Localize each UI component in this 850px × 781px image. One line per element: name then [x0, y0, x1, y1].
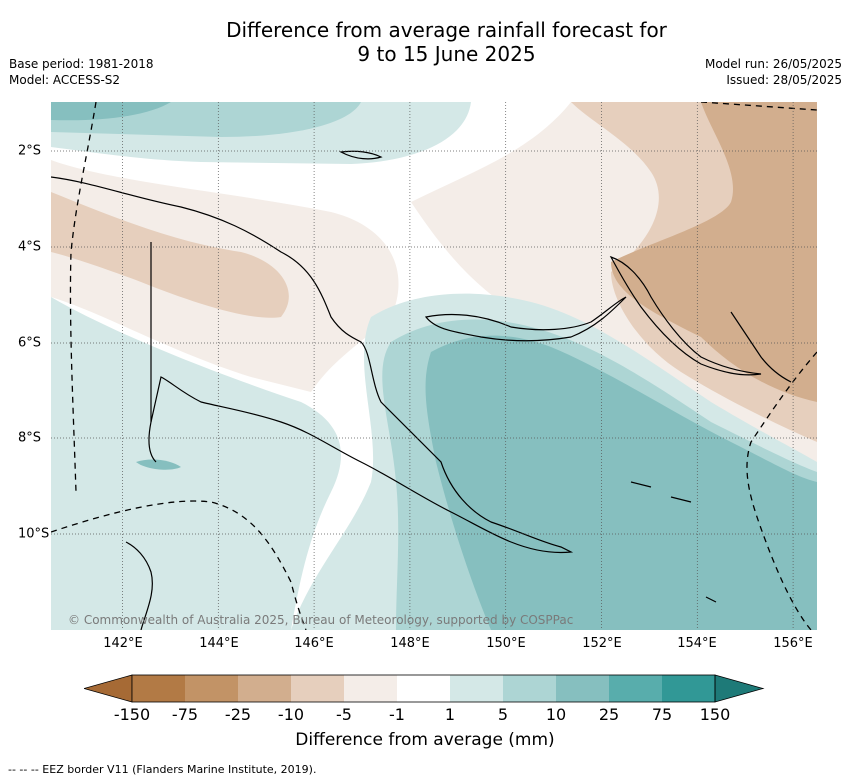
australia-coast: [125, 541, 153, 630]
lon-label-154: 154°E: [677, 636, 717, 651]
lon-label-146: 146°E: [294, 636, 334, 651]
base-period: Base period: 1981-2018: [9, 57, 154, 71]
manus-coast: [339, 150, 383, 160]
eez-border-east: [746, 351, 817, 630]
colorbar-tick-label: 150: [699, 705, 731, 724]
eez-borders: [51, 102, 817, 630]
contour-brown-mid-east: [611, 102, 817, 402]
colorbar-cell: [609, 675, 662, 702]
title-line-1: Difference from average rainfall forecas…: [226, 18, 667, 42]
contour-teal-dark-central: [425, 335, 817, 630]
lon-label-148: 148°E: [390, 636, 430, 651]
colorbar-cell: [556, 675, 609, 702]
colorbar-cell: [662, 675, 715, 702]
meta-right: Model run: 26/05/2025 Issued: 28/05/2025: [705, 56, 842, 88]
colorbar-cell: [450, 675, 503, 702]
lat-label-6s: 6°S: [18, 335, 42, 351]
colorbar-arrow-max: [714, 674, 765, 703]
colorbar: [84, 674, 765, 703]
coastlines: [51, 150, 792, 630]
colorbar-title: Difference from average (mm): [295, 730, 555, 750]
issued-date: Issued: 28/05/2025: [726, 73, 842, 87]
colorbar-cell: [132, 675, 185, 702]
lat-label-4s: 4°S: [18, 239, 42, 255]
new-guinea-coast: [51, 176, 574, 554]
colorbar-tick-label: 5: [497, 705, 509, 724]
map-title: Difference from average rainfall forecas…: [0, 18, 850, 66]
new-ireland-coast: [609, 255, 762, 376]
lon-label-152: 152°E: [582, 636, 622, 651]
eez-border-southwest: [51, 500, 307, 630]
contour-brown-light-west: [51, 192, 289, 318]
graticule: [51, 102, 817, 630]
colorbar-tick-label: -5: [336, 705, 352, 724]
lat-label-10s: 10°S: [18, 526, 50, 542]
lon-label-144: 144°E: [199, 636, 239, 651]
colorbar-tick-label: 25: [598, 705, 620, 724]
rainfall-map: [51, 102, 817, 630]
colorbar-tick-label: -1: [389, 705, 405, 724]
eez-border-west: [69, 102, 97, 493]
lat-label-2s: 2°S: [18, 143, 42, 159]
louisiade-islands: [630, 481, 717, 603]
lon-label-156: 156°E: [773, 636, 813, 651]
colorbar-cell: [397, 675, 450, 702]
lon-label-150: 150°E: [486, 636, 526, 651]
new-britain-coast: [424, 296, 627, 342]
contour-teal-dark-north: [51, 102, 171, 121]
bougainville-coast: [730, 311, 792, 383]
colorbar-cell: [503, 675, 556, 702]
eez-border-northeast: [700, 102, 817, 111]
title-line-2: 9 to 15 June 2025: [357, 42, 536, 66]
colorbar-tick-label: 10: [545, 705, 567, 724]
colorbar-cell: [238, 675, 291, 702]
colorbar-cell: [344, 675, 397, 702]
colorbar-frame: [131, 674, 716, 703]
colorbar-tick-label: -150: [113, 705, 151, 724]
colorbar-cell: [291, 675, 344, 702]
colorbar-arrow-min: [84, 674, 133, 703]
copyright-notice: © Commonwealth of Australia 2025, Bureau…: [68, 613, 574, 627]
contour-teal-light-south: [51, 297, 341, 630]
colorbar-tick-label: -25: [224, 705, 252, 724]
lon-label-142: 142°E: [103, 636, 143, 651]
model-name: Model: ACCESS-S2: [9, 73, 121, 87]
lat-label-8s: 8°S: [18, 430, 42, 446]
colorbar-cell: [185, 675, 238, 702]
colorbar-tick-label: 75: [651, 705, 673, 724]
eez-border-note: -- -- -- EEZ border V11 (Flanders Marine…: [8, 763, 317, 776]
colorbar-tick-label: -10: [277, 705, 305, 724]
contour-teal-dark-west-patch: [136, 459, 181, 470]
colorbar-tick-label: 1: [444, 705, 456, 724]
colorbar-tick-label: -75: [171, 705, 199, 724]
meta-left: Base period: 1981-2018 Model: ACCESS-S2: [9, 56, 154, 88]
model-run: Model run: 26/05/2025: [704, 57, 842, 71]
